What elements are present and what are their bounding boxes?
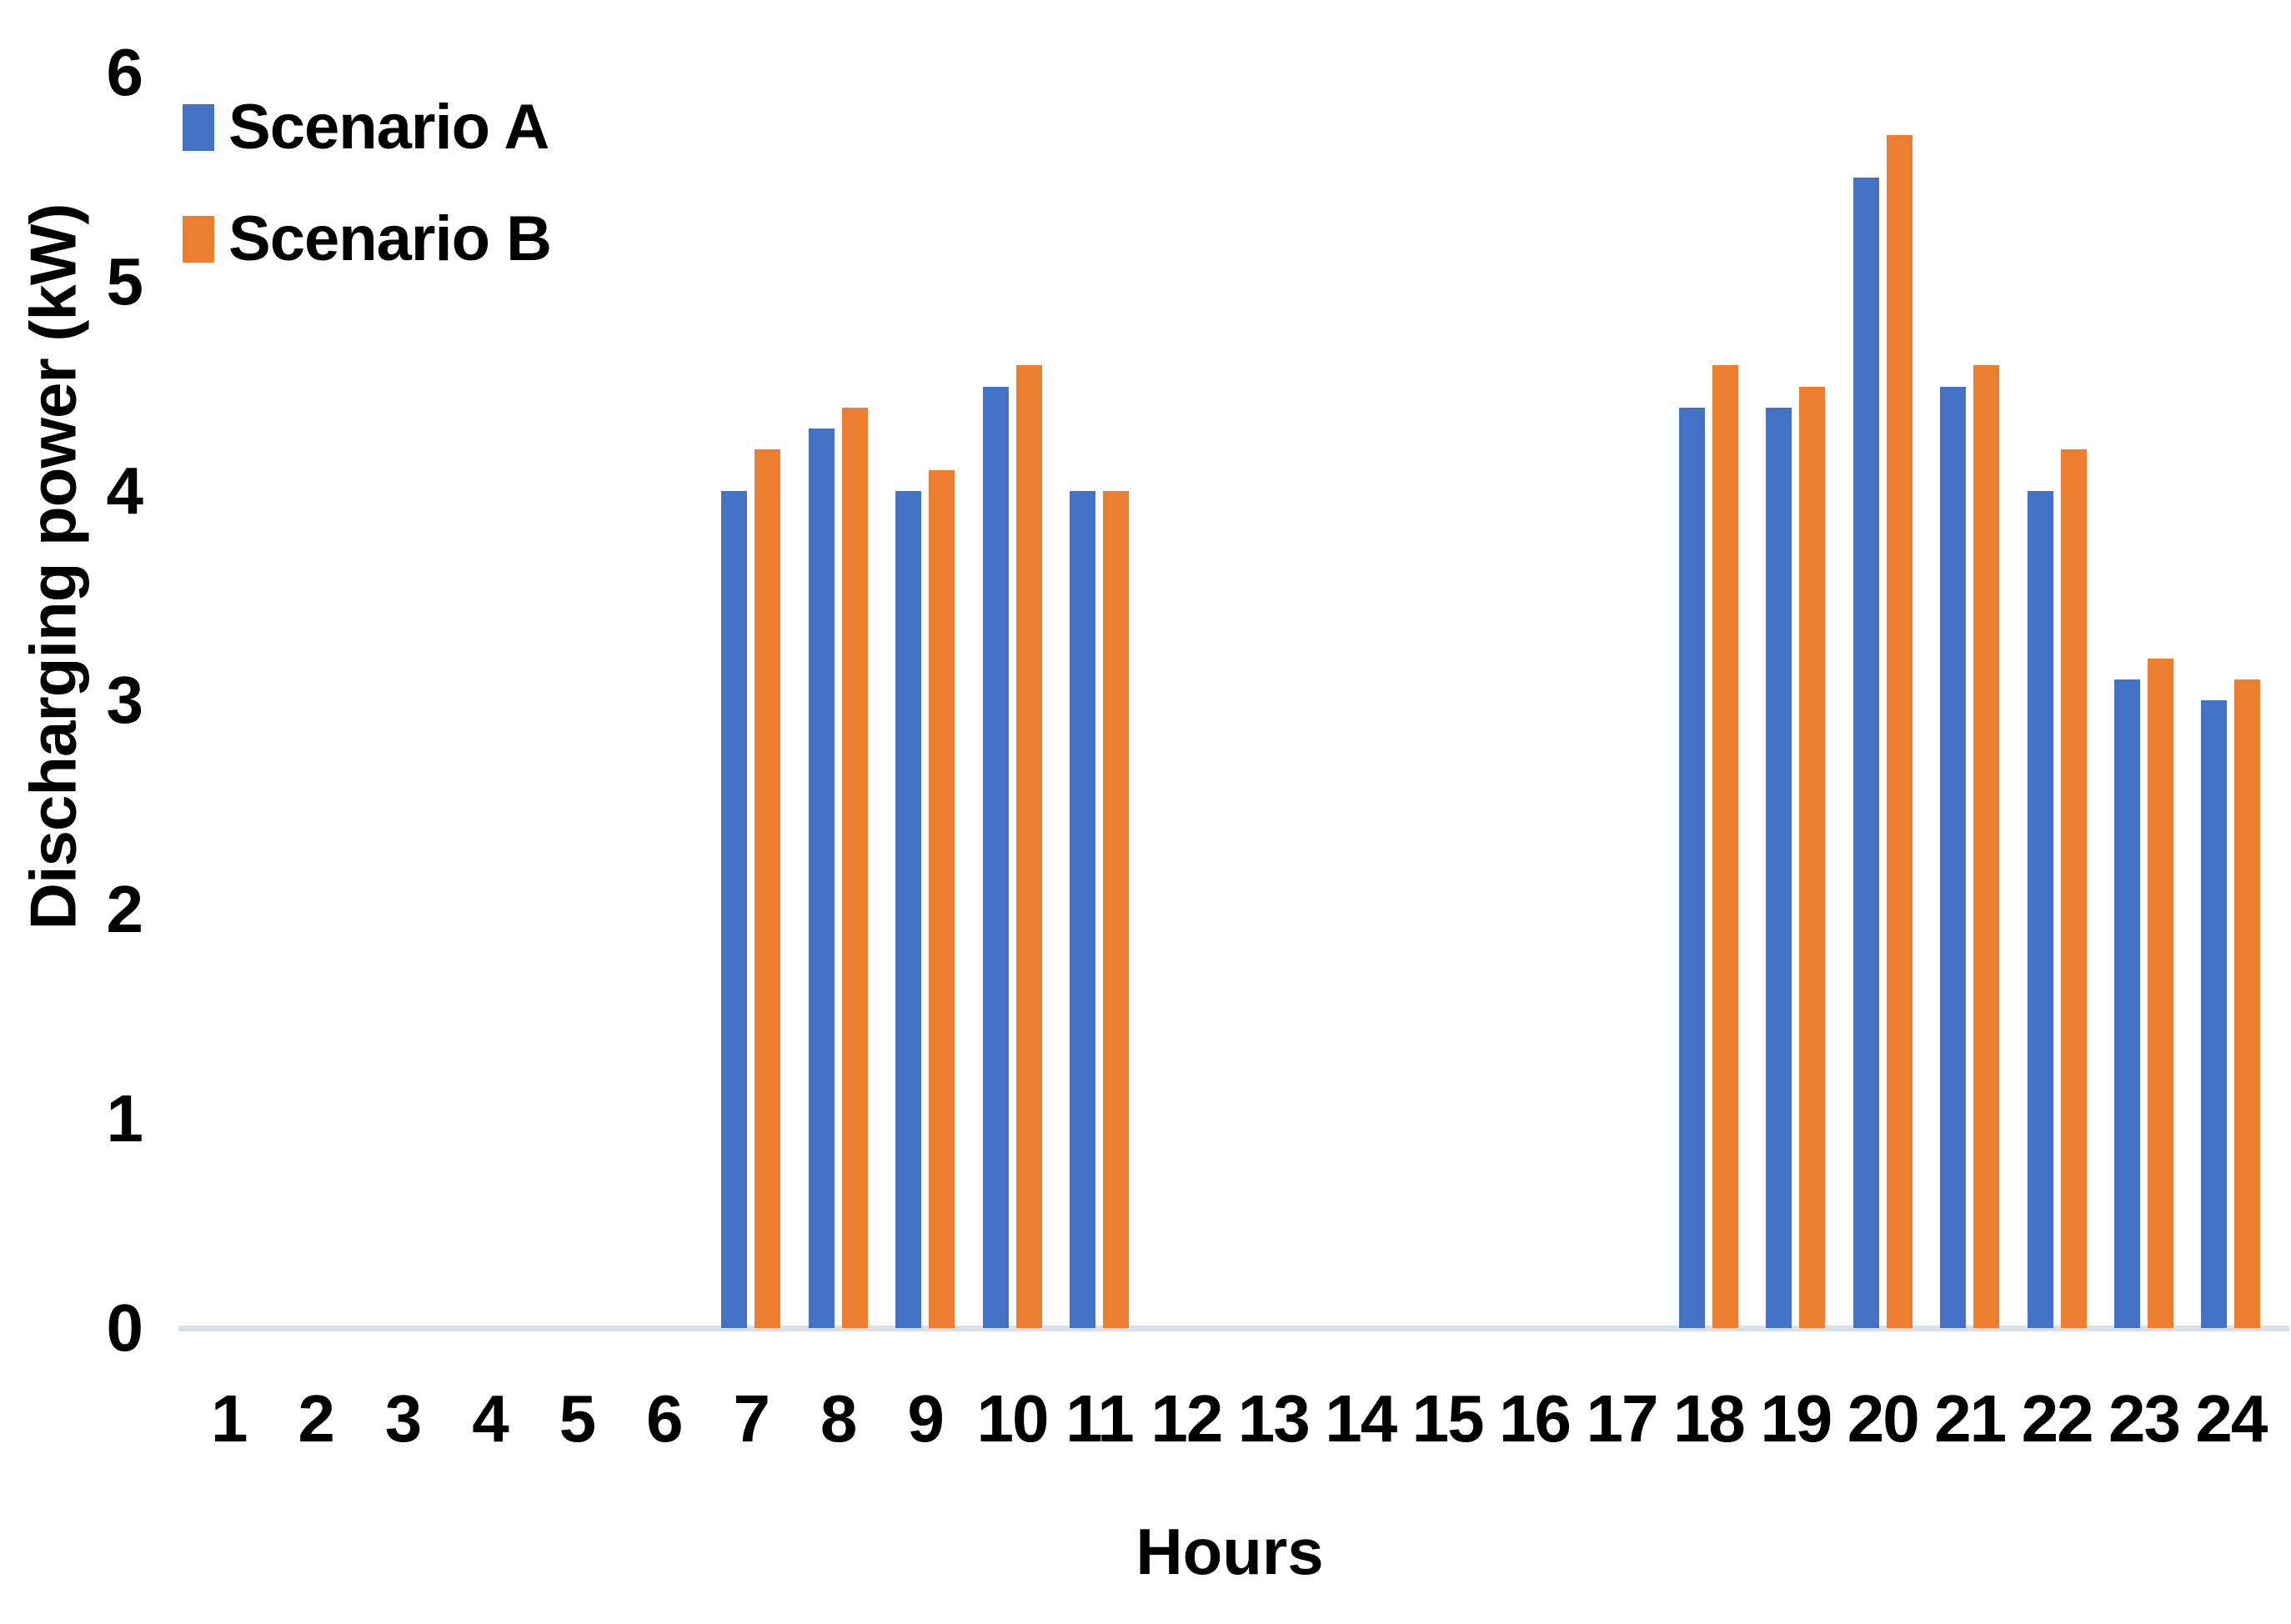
bar-scenario-b-hour-24 [2234,679,2261,1328]
category-slot-hour-9 [881,73,968,1328]
bar-scenario-a-hour-22 [2027,491,2053,1328]
x-axis-title: Hours [1135,1515,1324,1588]
category-slot-hour-17 [1578,73,1665,1328]
bar-scenario-b-hour-18 [1712,365,1738,1328]
x-tick-label-7: 7 [733,1381,770,1456]
category-slot-hour-15 [1404,73,1491,1328]
bar-scenario-b-hour-21 [1973,365,2000,1328]
bar-scenario-a-hour-23 [2113,679,2140,1328]
bar-scenario-a-hour-20 [1852,177,1879,1328]
bar-scenario-a-hour-8 [808,428,835,1328]
bar-scenario-b-hour-11 [1102,491,1129,1328]
x-tick-label-9: 9 [907,1381,945,1456]
category-slot-hour-7 [708,73,795,1328]
bar-scenario-a-hour-10 [982,386,1009,1328]
bar-scenario-a-hour-11 [1069,491,1095,1328]
x-tick-label-21: 21 [1934,1381,2007,1456]
bars-container [185,73,2274,1328]
x-tick-label-17: 17 [1586,1381,1658,1456]
bar-scenario-a-hour-9 [895,491,922,1328]
x-tick-label-15: 15 [1411,1381,1485,1456]
y-tick-label-5: 5 [106,244,143,318]
x-tick-label-23: 23 [2108,1381,2181,1456]
category-slot-hour-23 [2100,73,2187,1328]
bar-scenario-b-hour-10 [1015,365,1042,1328]
scenario-b-swatch-icon [183,216,214,263]
category-slot-hour-24 [2188,73,2274,1328]
category-slot-hour-8 [795,73,881,1328]
bar-scenario-a-hour-24 [2201,700,2228,1328]
y-tick-label-2: 2 [106,872,143,946]
x-tick-label-18: 18 [1672,1381,1746,1456]
bar-scenario-b-hour-19 [1799,386,1826,1328]
legend-item-scenario-b: Scenario B [183,203,552,274]
legend: Scenario A Scenario B [183,96,552,274]
x-axis-tick-labels: 1 2 3 4 5 6 7 8 9 10 11 12 13 14 15 16 17 18 19 20 21 22 23 24 [185,1386,2274,1452]
x-tick-label-11: 11 [1065,1381,1135,1456]
x-tick-label-16: 16 [1499,1381,1572,1456]
y-tick-label-6: 6 [106,35,143,109]
x-tick-label-24: 24 [2195,1381,2268,1456]
x-tick-label-20: 20 [1847,1381,1920,1456]
x-tick-label-4: 4 [472,1381,509,1456]
category-slot-hour-14 [1316,73,1403,1328]
x-tick-label-2: 2 [298,1381,335,1456]
y-tick-label-4: 4 [106,454,143,528]
x-tick-label-8: 8 [820,1381,858,1456]
category-slot-hour-13 [1230,73,1316,1328]
bar-scenario-a-hour-18 [1678,407,1705,1328]
bar-scenario-b-hour-9 [929,469,955,1328]
category-slot-hour-20 [1839,73,1926,1328]
bar-scenario-b-hour-23 [2147,658,2173,1328]
x-tick-label-5: 5 [559,1381,597,1456]
category-slot-hour-11 [1055,73,1142,1328]
x-tick-label-22: 22 [2021,1381,2094,1456]
x-tick-label-1: 1 [210,1381,248,1456]
x-tick-label-10: 10 [976,1381,1050,1456]
y-tick-label-1: 1 [106,1081,143,1155]
category-slot-hour-19 [1752,73,1839,1328]
legend-item-scenario-a: Scenario A [183,96,551,159]
bar-scenario-b-hour-20 [1886,135,1913,1328]
bar-scenario-a-hour-19 [1766,407,1792,1328]
category-slot-hour-22 [2013,73,2100,1328]
category-slot-hour-10 [969,73,1055,1328]
bar-scenario-b-hour-8 [841,407,868,1328]
x-tick-label-6: 6 [646,1381,684,1456]
bar-scenario-b-hour-7 [754,449,781,1328]
category-slot-hour-12 [1143,73,1230,1328]
plot-area: Scenario A Scenario B [178,73,2289,1331]
legend-label: Scenario A [228,92,549,163]
bar-scenario-a-hour-21 [1940,386,1967,1328]
category-slot-hour-18 [1665,73,1752,1328]
y-tick-label-0: 0 [106,1291,143,1365]
x-tick-label-19: 19 [1760,1381,1832,1456]
x-tick-label-13: 13 [1237,1381,1311,1456]
bar-scenario-b-hour-22 [2060,449,2087,1328]
category-slot-hour-6 [620,73,707,1328]
x-axis-line [178,1326,2289,1331]
legend-label: Scenario B [228,203,552,274]
x-tick-label-3: 3 [384,1381,423,1456]
x-tick-label-14: 14 [1325,1381,1397,1456]
bar-scenario-a-hour-7 [721,491,748,1328]
category-slot-hour-21 [1926,73,2013,1328]
x-tick-label-12: 12 [1151,1381,1223,1456]
y-tick-label-3: 3 [106,663,143,737]
scenario-a-swatch-icon [183,104,214,151]
category-slot-hour-16 [1491,73,1577,1328]
